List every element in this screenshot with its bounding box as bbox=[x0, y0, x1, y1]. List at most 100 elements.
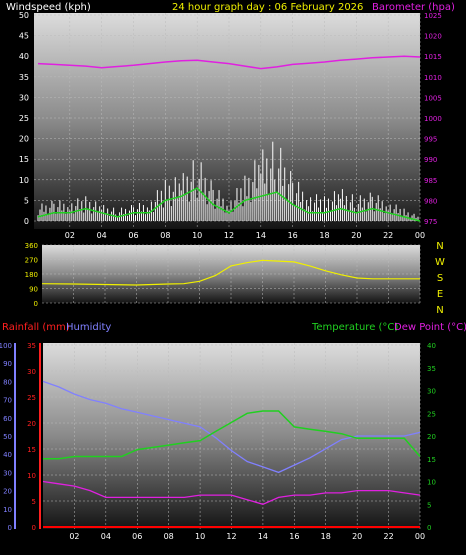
barometer-line bbox=[37, 55, 421, 70]
x-tick-label: 02 bbox=[65, 231, 75, 240]
x-tick-label: 06 bbox=[128, 231, 138, 240]
direction-tick-label: 90 bbox=[29, 286, 38, 294]
baro-tick-label: 1005 bbox=[424, 94, 442, 102]
compass-label: W bbox=[435, 257, 445, 268]
x-tick-label: 10 bbox=[192, 231, 202, 240]
wind-tick-label: 30 bbox=[19, 93, 29, 102]
temperature-tick-label: 0 bbox=[427, 524, 431, 532]
x-tick-label: 22 bbox=[383, 231, 393, 240]
humidity-tick-label: 10 bbox=[3, 506, 12, 514]
compass-label: E bbox=[437, 289, 443, 300]
x-tick-label: 06 bbox=[132, 532, 142, 541]
temp-humidity-panel: 0 10 20 30 40 50 60 70 80 90 100 0 5 10 15 20 25 30 35 0 5… bbox=[0, 322, 466, 541]
rain-axis-label: Rainfall (mm) bbox=[2, 322, 70, 333]
humidity-line bbox=[42, 380, 421, 474]
direction-tick-label: 360 bbox=[25, 242, 38, 250]
direction-tick-label: 180 bbox=[25, 271, 38, 279]
dewpoint-line bbox=[42, 480, 421, 505]
x-tick-label: 20 bbox=[351, 231, 361, 240]
x-tick-label: 20 bbox=[352, 532, 362, 541]
graph-title: 24 hour graph day : 06 February 2026 bbox=[172, 2, 363, 13]
baro-tick-label: 1000 bbox=[424, 115, 442, 123]
humidity-tick-label: 30 bbox=[3, 469, 12, 477]
direction-axis-ticks: 0 90 180 270 360 bbox=[25, 242, 38, 308]
x-tick-label: 12 bbox=[226, 532, 236, 541]
wind-plot-area bbox=[34, 13, 420, 229]
wind-tick-label: 25 bbox=[19, 114, 29, 123]
wind-x-axis-ticks: 02 04 06 08 10 12 14 16 18 20 22 00 bbox=[65, 231, 425, 240]
humidity-tick-label: 80 bbox=[3, 378, 12, 386]
x-tick-label: 08 bbox=[164, 532, 174, 541]
humidity-tick-label: 40 bbox=[3, 451, 12, 459]
gust-series bbox=[37, 141, 419, 221]
rain-tick-label: 30 bbox=[27, 368, 36, 376]
humidity-tick-label: 20 bbox=[3, 488, 12, 496]
baro-tick-label: 1010 bbox=[424, 74, 442, 82]
compass-label: S bbox=[437, 273, 443, 284]
x-tick-label: 04 bbox=[101, 532, 111, 541]
wind-tick-label: 20 bbox=[19, 135, 29, 144]
wind-tick-label: 10 bbox=[19, 176, 29, 185]
x-tick-label: 00 bbox=[415, 231, 425, 240]
temperature-line bbox=[43, 410, 421, 460]
compass-label: N bbox=[436, 305, 443, 316]
baro-tick-label: 975 bbox=[424, 218, 437, 226]
humidity-tick-label: 60 bbox=[3, 415, 12, 423]
baro-tick-label: 980 bbox=[424, 197, 437, 205]
humidity-axis-ticks: 0 10 20 30 40 50 60 70 80 90 100 bbox=[0, 342, 12, 532]
humidity-tick-label: 100 bbox=[0, 342, 12, 350]
baro-tick-label: 990 bbox=[424, 156, 437, 164]
x-tick-label: 18 bbox=[319, 231, 329, 240]
humidity-tick-label: 90 bbox=[3, 360, 12, 368]
temperature-tick-label: 40 bbox=[427, 342, 436, 350]
wind-tick-label: 40 bbox=[19, 52, 29, 61]
wind-tick-label: 35 bbox=[19, 73, 29, 82]
temperature-tick-label: 35 bbox=[427, 365, 436, 373]
x-tick-label: 16 bbox=[288, 231, 298, 240]
baro-tick-label: 1015 bbox=[424, 53, 442, 61]
wind-tick-label: 5 bbox=[24, 196, 29, 205]
wind-tick-label: 15 bbox=[19, 155, 29, 164]
rain-axis-ticks: 0 5 10 15 20 25 30 35 bbox=[27, 342, 36, 532]
baro-tick-label: 1020 bbox=[424, 33, 442, 41]
x-tick-label: 12 bbox=[224, 231, 234, 240]
wind-axis-label: Windspeed (kph) bbox=[6, 2, 91, 13]
x-tick-label: 16 bbox=[289, 532, 299, 541]
wind-average-line bbox=[37, 187, 421, 222]
direction-tick-label: 270 bbox=[25, 257, 38, 265]
rain-tick-label: 10 bbox=[27, 472, 36, 480]
compass-label: N bbox=[436, 241, 443, 252]
x-tick-label: 00 bbox=[415, 532, 425, 541]
humidity-tick-label: 0 bbox=[8, 524, 12, 532]
rain-tick-label: 5 bbox=[32, 498, 36, 506]
temperature-tick-label: 10 bbox=[427, 479, 436, 487]
rain-tick-label: 25 bbox=[27, 394, 36, 402]
x-tick-label: 04 bbox=[97, 231, 107, 240]
humidity-axis-label: Humidity bbox=[66, 322, 111, 333]
x-tick-label: 14 bbox=[258, 532, 268, 541]
rain-tick-label: 20 bbox=[27, 420, 36, 428]
dewpoint-axis-label: Dew Point (°C) bbox=[394, 322, 466, 333]
direction-grid bbox=[42, 244, 421, 304]
baro-tick-label: 985 bbox=[424, 177, 437, 185]
barometer-axis-label: Barometer (hpa) bbox=[372, 2, 455, 13]
baro-tick-label: 995 bbox=[424, 136, 437, 144]
barometer-axis-ticks: 975 980 985 990 995 1000 1005 1010 1015 1020 1025 bbox=[424, 12, 442, 226]
x-tick-label: 22 bbox=[383, 532, 393, 541]
temperature-tick-label: 20 bbox=[427, 433, 436, 441]
wind-tick-label: 0 bbox=[24, 217, 29, 226]
temperature-axis-label: Temperature (°C) bbox=[311, 322, 398, 333]
temperature-tick-label: 15 bbox=[427, 456, 436, 464]
baro-tick-label: 1025 bbox=[424, 12, 442, 20]
temperature-axis-ticks: 0 5 10 15 20 25 30 35 40 bbox=[427, 342, 436, 532]
temperature-tick-label: 30 bbox=[427, 388, 436, 396]
x-tick-label: 18 bbox=[321, 532, 331, 541]
wind-tick-label: 50 bbox=[19, 11, 29, 20]
x-tick-label: 02 bbox=[69, 532, 79, 541]
temp-x-axis-ticks: 02 04 06 08 10 12 14 16 18 20 22 00 bbox=[69, 532, 425, 541]
rain-tick-label: 35 bbox=[27, 342, 36, 350]
